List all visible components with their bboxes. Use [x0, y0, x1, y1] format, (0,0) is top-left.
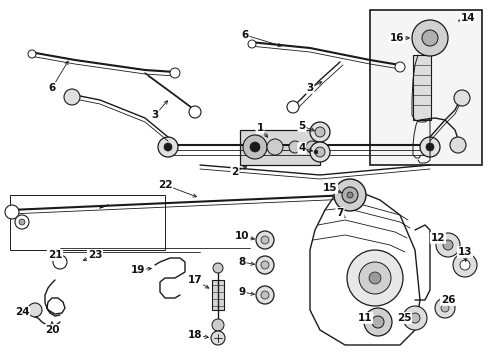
Circle shape [306, 141, 318, 153]
Circle shape [53, 255, 67, 269]
Circle shape [403, 306, 427, 330]
Circle shape [460, 260, 470, 270]
Bar [345, 182, 355, 190]
Bar [413, 55, 431, 120]
Circle shape [19, 219, 25, 225]
Circle shape [28, 50, 36, 58]
Text: 10: 10 [235, 231, 249, 241]
Bar [10, 195, 165, 250]
Circle shape [315, 127, 325, 137]
Circle shape [289, 141, 301, 153]
Circle shape [410, 313, 420, 323]
Circle shape [364, 308, 392, 336]
Circle shape [267, 139, 283, 155]
Text: 25: 25 [397, 313, 411, 323]
Text: 2: 2 [231, 167, 239, 177]
Circle shape [412, 20, 448, 56]
Circle shape [170, 68, 180, 78]
Text: 9: 9 [239, 287, 245, 297]
Circle shape [436, 233, 460, 257]
Text: 16: 16 [390, 33, 404, 43]
Text: 19: 19 [131, 265, 145, 275]
Text: 7: 7 [336, 208, 343, 218]
Text: 20: 20 [45, 325, 59, 335]
Circle shape [310, 122, 330, 142]
Text: 17: 17 [188, 275, 202, 285]
Circle shape [337, 189, 353, 205]
Text: 1: 1 [256, 123, 264, 133]
Circle shape [164, 143, 172, 151]
Circle shape [359, 262, 391, 294]
Text: 4: 4 [298, 143, 306, 153]
Text: 24: 24 [15, 307, 29, 317]
Circle shape [256, 256, 274, 274]
Circle shape [261, 236, 269, 244]
Circle shape [334, 179, 366, 211]
Circle shape [28, 303, 42, 317]
Text: 3: 3 [151, 110, 159, 120]
Text: 12: 12 [431, 233, 445, 243]
Text: 6: 6 [49, 83, 56, 93]
Circle shape [15, 215, 29, 229]
Text: 18: 18 [188, 330, 202, 340]
Circle shape [248, 40, 256, 48]
Circle shape [261, 291, 269, 299]
Circle shape [395, 62, 405, 72]
Bar [240, 130, 320, 165]
Circle shape [256, 231, 274, 249]
Circle shape [256, 286, 274, 304]
Text: 11: 11 [358, 313, 372, 323]
Text: 21: 21 [48, 250, 62, 260]
Circle shape [420, 137, 440, 157]
Circle shape [342, 187, 358, 203]
Circle shape [250, 142, 260, 152]
Circle shape [189, 106, 201, 118]
Circle shape [158, 137, 178, 157]
Circle shape [342, 194, 348, 200]
Circle shape [450, 137, 466, 153]
Circle shape [347, 192, 353, 198]
Circle shape [422, 30, 438, 46]
Circle shape [213, 263, 223, 273]
Circle shape [243, 135, 267, 159]
Circle shape [372, 316, 384, 328]
Circle shape [314, 150, 318, 154]
Circle shape [453, 253, 477, 277]
Text: 15: 15 [323, 183, 337, 193]
Text: 6: 6 [242, 30, 248, 40]
Bar [212, 280, 224, 310]
Text: 14: 14 [461, 13, 475, 23]
Circle shape [435, 298, 455, 318]
Circle shape [315, 147, 325, 157]
Circle shape [287, 101, 299, 113]
Circle shape [441, 304, 449, 312]
Circle shape [310, 142, 330, 162]
Circle shape [443, 240, 453, 250]
Circle shape [454, 90, 470, 106]
Bar [370, 10, 482, 165]
Text: 8: 8 [238, 257, 245, 267]
Text: 22: 22 [158, 180, 172, 190]
Circle shape [426, 143, 434, 151]
Circle shape [212, 319, 224, 331]
Circle shape [347, 250, 403, 306]
Text: 13: 13 [458, 247, 472, 257]
Circle shape [64, 89, 80, 105]
Text: 5: 5 [298, 121, 306, 131]
Circle shape [5, 205, 19, 219]
Text: 26: 26 [441, 295, 455, 305]
Circle shape [211, 331, 225, 345]
Circle shape [261, 261, 269, 269]
Text: 3: 3 [306, 83, 314, 93]
Circle shape [369, 272, 381, 284]
Text: 23: 23 [88, 250, 102, 260]
